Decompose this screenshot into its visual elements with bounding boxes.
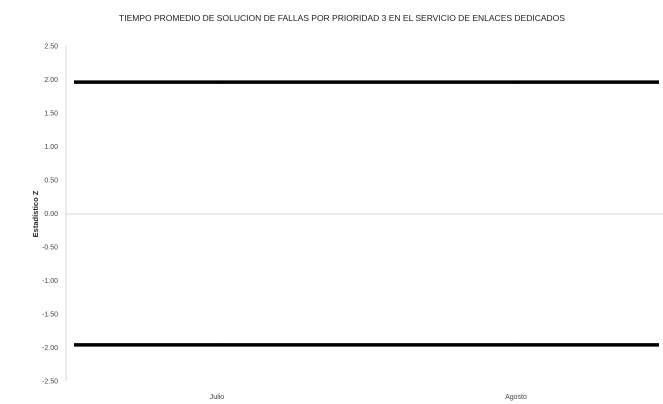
series-point <box>514 80 518 84</box>
series-point <box>215 80 219 84</box>
y-tick-label: 0.00 <box>44 211 58 218</box>
y-tick-label: -1.50 <box>42 312 58 319</box>
y-tick-label: 2.00 <box>44 77 58 84</box>
y-tick-labels: 2.50 2.00 1.50 1.00 0.50 0.00 -0.50 -1.00 -1.50 -… <box>42 44 58 386</box>
y-tick-label: -0.50 <box>42 245 58 252</box>
x-category-labels: Julio Agosto <box>210 394 527 401</box>
y-tick-label: -1.00 <box>42 278 58 285</box>
x-category-label: Julio <box>210 394 225 401</box>
y-tick-label: 2.50 <box>44 44 58 51</box>
y-tick-label: 0.50 <box>44 178 58 185</box>
y-tick-label: 1.00 <box>44 144 58 151</box>
y-tick-label: 1.50 <box>44 111 58 118</box>
x-category-label: Agosto <box>505 394 527 401</box>
series-point <box>215 343 219 347</box>
series-point <box>514 343 518 347</box>
y-axis-label: Estadístico Z <box>31 190 40 237</box>
chart-title: TIEMPO PROMEDIO DE SOLUCION DE FALLAS PO… <box>119 13 565 23</box>
y-tick-label: -2.50 <box>42 379 58 386</box>
y-tick-label: -2.00 <box>42 345 58 352</box>
series-lines <box>74 80 659 347</box>
